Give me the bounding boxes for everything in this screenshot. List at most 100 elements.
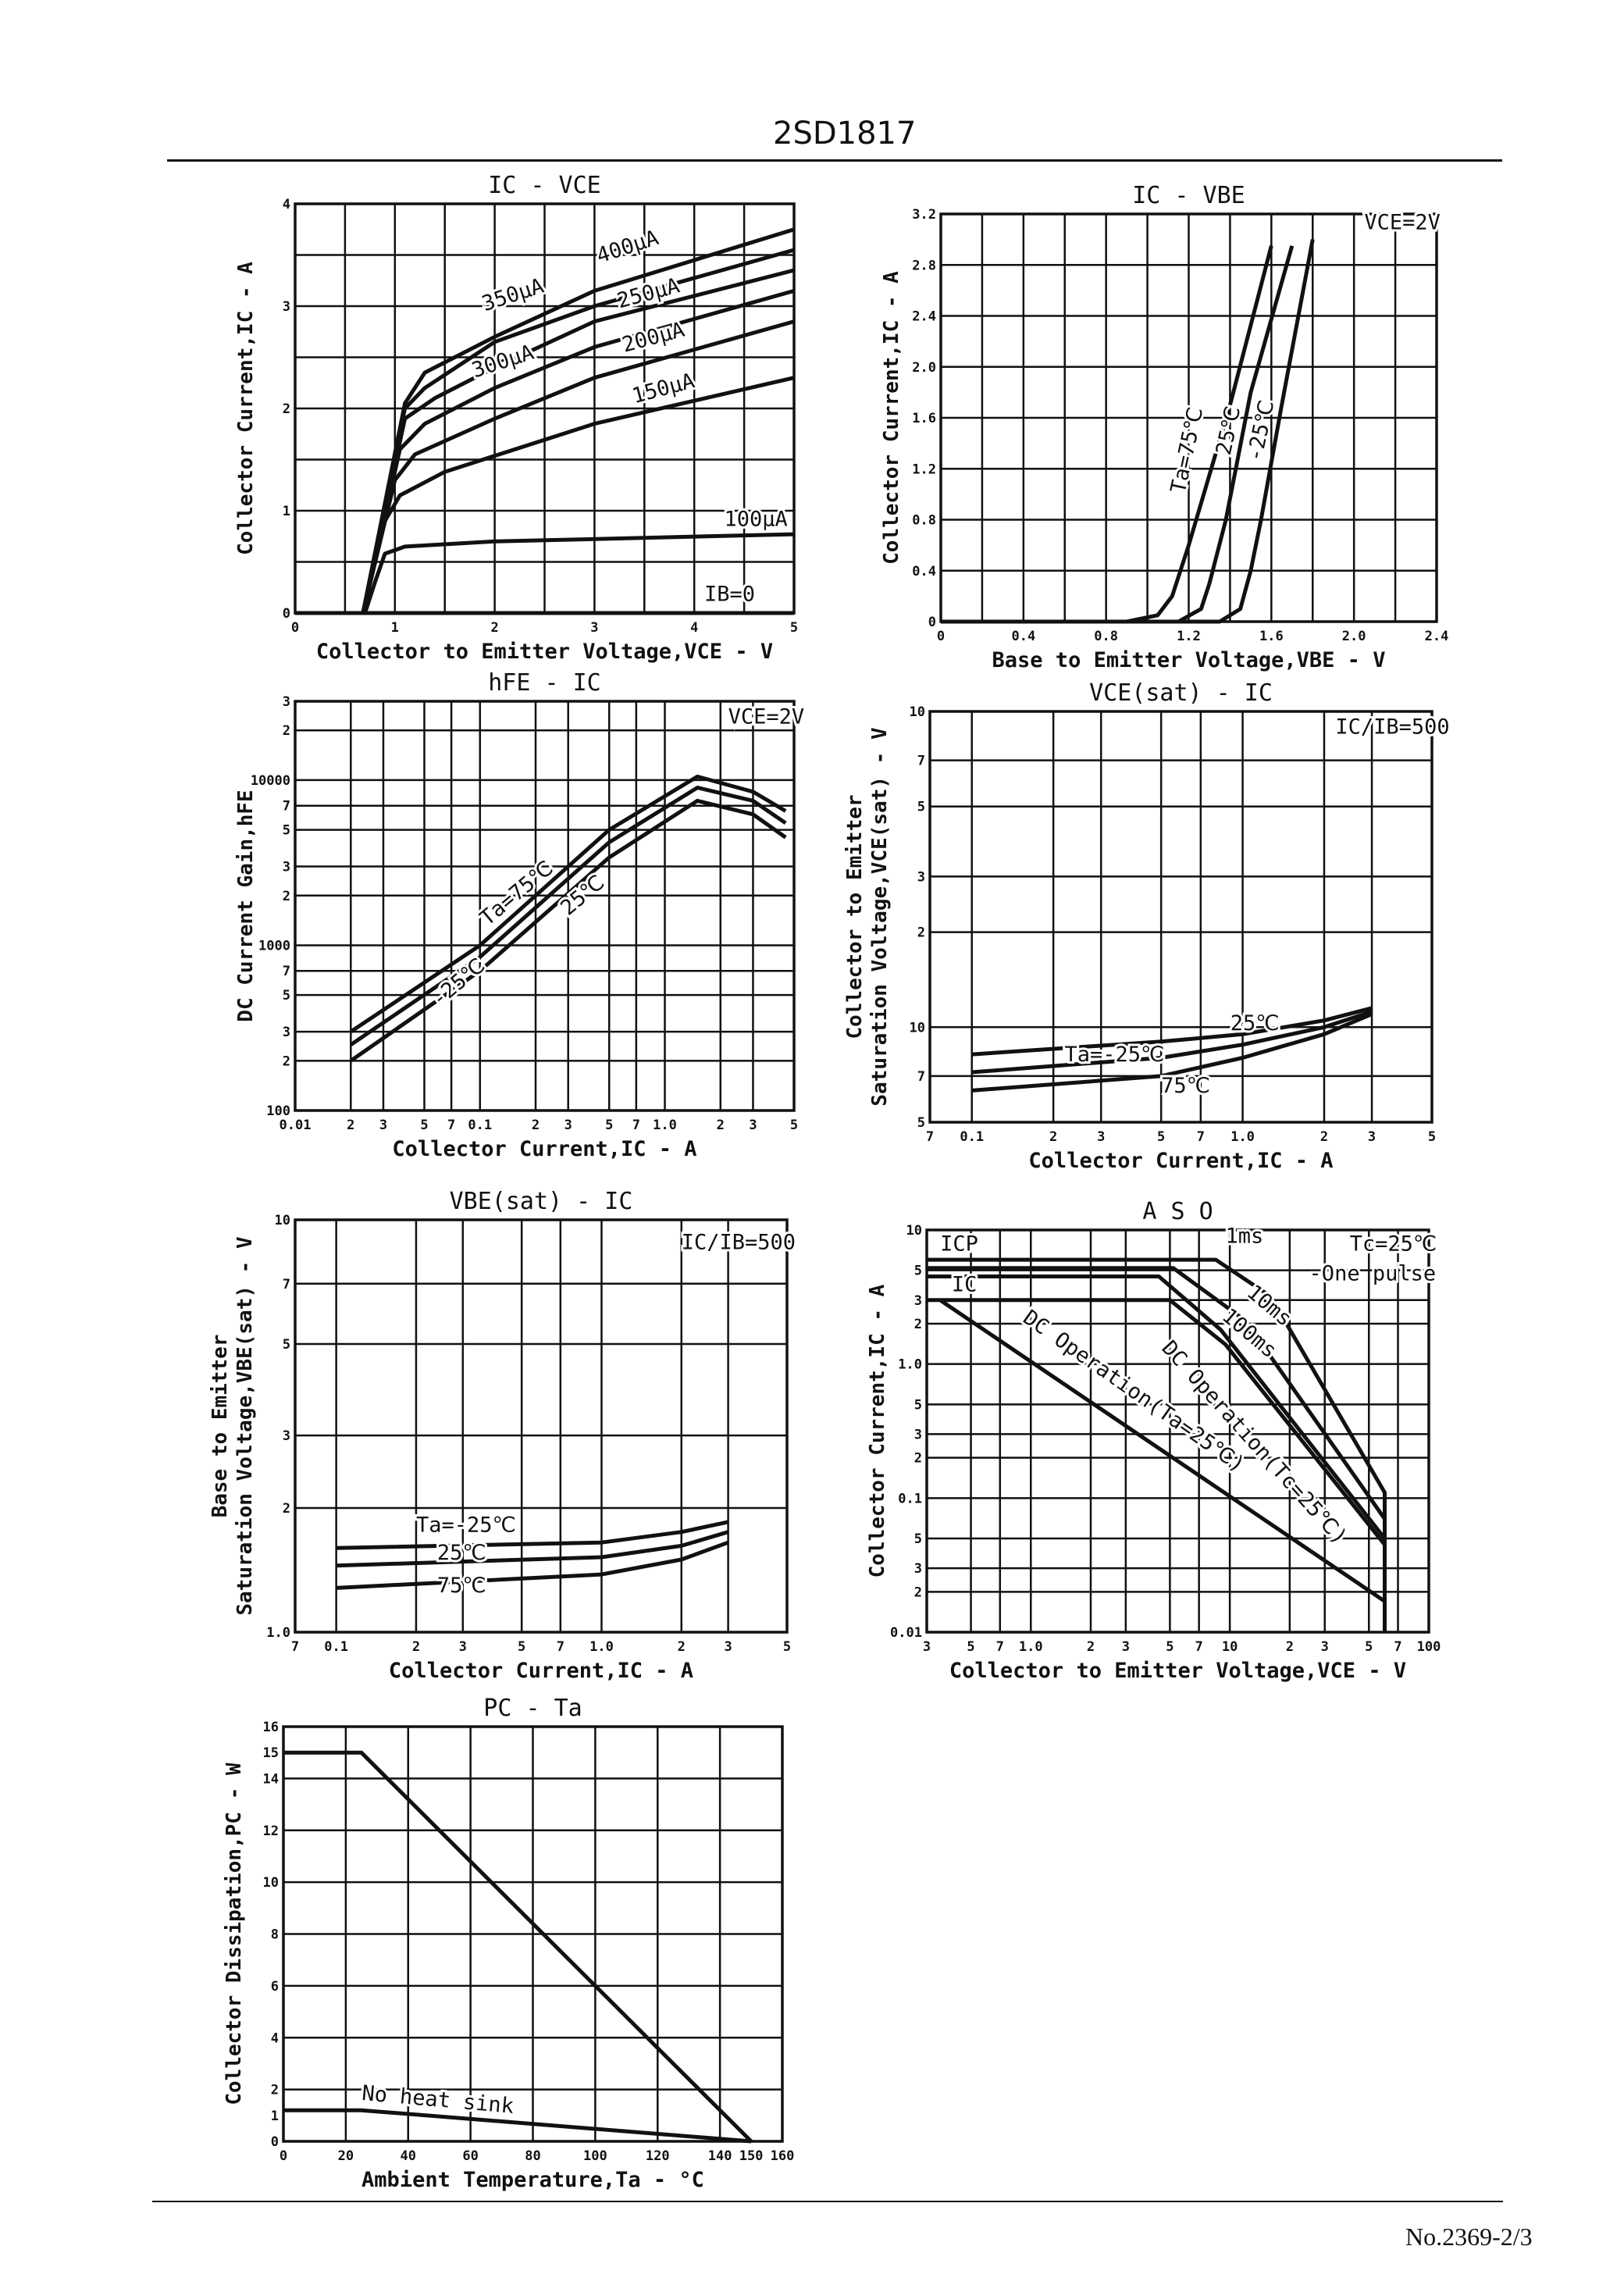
chart-annotation: IB=0 xyxy=(704,582,755,606)
series-line-25- xyxy=(336,1530,729,1568)
x-tick-label: 3 xyxy=(379,1118,387,1133)
x-tick-label: 2.0 xyxy=(1342,629,1366,644)
x-tick-label: 5 xyxy=(1166,1639,1173,1655)
x-tick-label: 5 xyxy=(605,1118,613,1133)
x-tick-label: 0 xyxy=(280,2148,287,2164)
x-tick-label: 5 xyxy=(518,1639,525,1655)
y-axis-label: Base to EmitterSaturation Voltage,VBE(sa… xyxy=(208,1236,257,1615)
series-line-10ms xyxy=(927,1266,1387,1520)
y-tick-label: 0.8 xyxy=(912,513,936,529)
x-tick-label: 100 xyxy=(583,2148,607,2164)
x-tick-label: 0 xyxy=(291,620,299,636)
x-axis-label: Collector to Emitter Voltage,VCE - V xyxy=(316,640,773,664)
x-tick-label: 120 xyxy=(646,2148,670,2164)
x-tick-label: 2.4 xyxy=(1425,629,1449,644)
chart-title: hFE - IC xyxy=(488,669,601,697)
chart-annotation: 75℃ xyxy=(1161,1074,1210,1098)
chart-annotation: 200µA xyxy=(620,318,688,358)
y-tick-label: 3 xyxy=(914,1427,922,1442)
y-tick-label: 7 xyxy=(917,754,925,769)
y-axis-label: Collector Current,IC - A xyxy=(880,271,903,565)
chart-annotation: IC/IB=500 xyxy=(682,1230,796,1254)
y-tick-label: 6 xyxy=(271,1979,279,1995)
x-tick-label: 5 xyxy=(967,1639,974,1655)
x-tick-label: 2 xyxy=(1087,1639,1095,1655)
x-tick-label: 1.0 xyxy=(653,1118,677,1133)
x-tick-label: 7 xyxy=(996,1639,1004,1655)
part-number-title: 2SD1817 xyxy=(773,116,917,152)
x-axis-label: Collector to Emitter Voltage,VCE - V xyxy=(949,1659,1406,1683)
x-axis-label: Collector Current,IC - A xyxy=(392,1137,696,1161)
y-tick-label: 5 xyxy=(283,823,290,839)
y-tick-label: 10 xyxy=(906,1223,922,1239)
chart-title: VCE(sat) - IC xyxy=(1089,679,1273,707)
series-line-150-A xyxy=(361,376,795,614)
chart-annotation: 1ms xyxy=(1225,1225,1263,1249)
y-tick-label: 4 xyxy=(283,197,290,212)
y-tick-label: 4 xyxy=(271,2030,279,2046)
y-axis-label: Collector Dissipation,PC - W xyxy=(223,1763,246,2105)
y-tick-label: 5 xyxy=(917,800,925,815)
y-tick-label: 2 xyxy=(914,1317,922,1332)
x-tick-label: 3 xyxy=(724,1639,732,1655)
chart-title: IC - VBE xyxy=(1132,182,1245,209)
series-line-Ta-75- xyxy=(349,774,787,1034)
series-line-DC-Operation-Tc-25- xyxy=(927,1298,1387,1546)
y-tick-label: 3 xyxy=(283,299,290,315)
x-tick-label: 3 xyxy=(590,620,598,636)
chart-1: 0 1 2 3 4 5 0 1 2 3 4 IC - VCE Collector to Emitter … xyxy=(234,172,798,664)
y-tick-label: 0 xyxy=(928,615,936,630)
y-tick-label: 3.2 xyxy=(912,207,936,223)
x-tick-label: 160 xyxy=(771,2148,795,2164)
y-tick-label: 1.0 xyxy=(266,1625,290,1641)
header-rule xyxy=(167,159,1502,162)
series-line-350-A xyxy=(361,248,795,614)
y-tick-label: 2 xyxy=(271,2083,279,2098)
x-axis-label: Collector Current,IC - A xyxy=(1028,1149,1333,1173)
y-tick-label: 8 xyxy=(271,1927,279,1943)
x-tick-label: 40 xyxy=(401,2148,416,2164)
chart-3: 0.01 2 3 5 7 0.1 2 3 5 7 1.0 2 3 5 100 2 3 5 7 1000 2 3 5 7 1000… xyxy=(234,669,807,1161)
series-line-100-A xyxy=(363,532,795,614)
y-tick-label: 1.6 xyxy=(912,411,936,426)
chart-annotation: 350µA xyxy=(479,274,547,317)
y-tick-label: 1 xyxy=(283,504,290,519)
x-tick-label: 0.1 xyxy=(324,1639,348,1655)
x-tick-label: 0 xyxy=(937,629,945,644)
y-axis-label: Collector to EmitterSaturation Voltage,V… xyxy=(843,727,892,1106)
y-tick-label: 2 xyxy=(283,1053,290,1069)
x-axis-label: Ambient Temperature,Ta - °C xyxy=(361,2168,704,2192)
x-tick-label: 150 xyxy=(739,2148,764,2164)
chart-annotation: Ta=-25℃ xyxy=(1064,1043,1164,1067)
x-tick-label: 5 xyxy=(783,1639,791,1655)
y-tick-label: 15 xyxy=(263,1745,279,1761)
page-number: No.2369-2/3 xyxy=(1405,2223,1533,2251)
y-tick-label: 3 xyxy=(283,1428,290,1444)
y-tick-label: 5 xyxy=(914,1397,922,1413)
series-line-400-A xyxy=(361,227,795,614)
y-tick-label: 7 xyxy=(917,1069,925,1085)
plot-frame xyxy=(282,1725,784,2143)
x-tick-label: 7 xyxy=(1394,1639,1401,1655)
y-tick-label: 10000 xyxy=(251,773,290,789)
x-tick-label: 3 xyxy=(459,1639,467,1655)
x-tick-label: 2 xyxy=(1320,1129,1328,1145)
y-tick-label: 3 xyxy=(917,869,925,885)
y-tick-label: 0.4 xyxy=(912,564,936,579)
series-line-100ms xyxy=(927,1274,1387,1540)
plot-frame xyxy=(925,1228,1430,1634)
y-tick-label: 10 xyxy=(910,704,925,720)
y-tick-label: 10 xyxy=(910,1020,925,1036)
x-tick-label: 2 xyxy=(678,1639,686,1655)
y-tick-label: 7 xyxy=(283,799,290,815)
series-line-75- xyxy=(971,1012,1373,1093)
series-line-Ta-25- xyxy=(336,1520,729,1550)
x-tick-label: 1 xyxy=(391,620,399,636)
x-tick-label: 3 xyxy=(749,1118,757,1133)
x-tick-label: 5 xyxy=(1365,1639,1373,1655)
y-tick-label: 2 xyxy=(283,723,290,739)
y-axis-label: DC Current Gain,hFE xyxy=(234,790,258,1021)
x-tick-label: 1.0 xyxy=(1230,1129,1255,1145)
y-tick-label: 1.2 xyxy=(912,462,936,477)
y-tick-label: 0.1 xyxy=(898,1491,922,1506)
